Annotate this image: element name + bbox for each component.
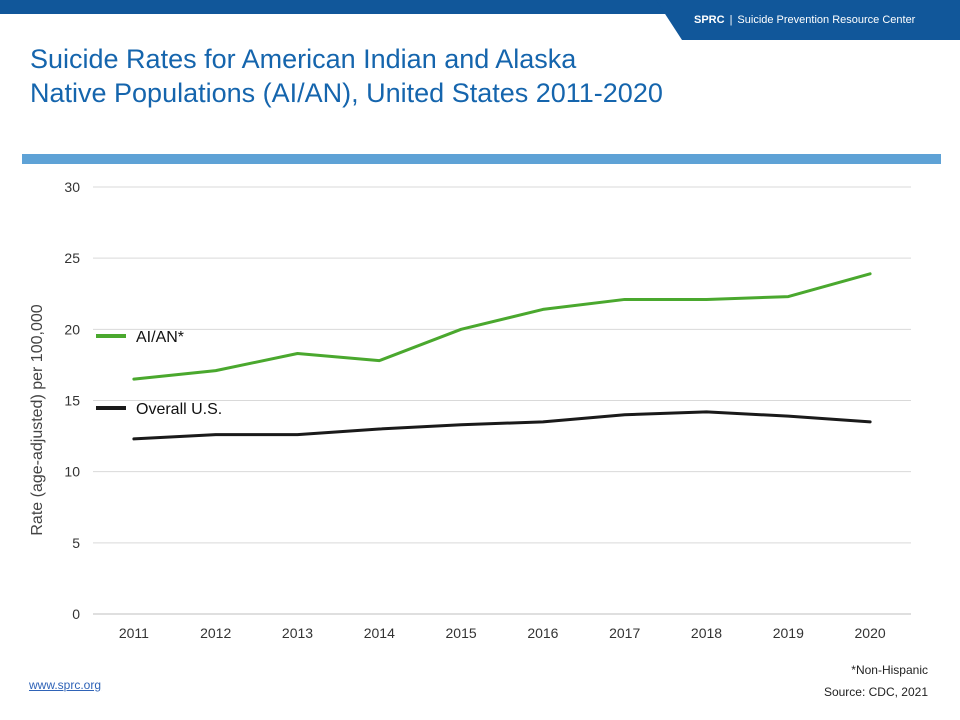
legend-label: Overall U.S.: [136, 401, 222, 418]
legend-label: AI/AN*: [136, 329, 184, 346]
x-tick-label: 2012: [200, 625, 231, 641]
brand-text: SPRC | Suicide Prevention Resource Center: [694, 14, 915, 26]
y-axis-label: Rate (age-adjusted) per 100,000: [29, 304, 46, 535]
x-tick-label: 2017: [609, 625, 640, 641]
brand-separator: |: [729, 14, 733, 26]
y-tick-label: 0: [72, 606, 80, 622]
x-tick-labels: 2011 2012 2013 2014 2015 2016 2017 2018 2019 2020: [119, 625, 886, 641]
gridlines: [93, 186, 911, 615]
y-tick-labels: 0 5 10 15 20 25 30: [64, 179, 80, 622]
x-tick-label: 2011: [119, 625, 149, 641]
y-tick-label: 25: [64, 250, 80, 266]
x-tick-label: 2016: [527, 625, 558, 641]
series-line-overall-us: [132, 410, 872, 441]
x-tick-label: 2019: [773, 625, 804, 641]
brand-abbr: SPRC: [694, 14, 725, 26]
y-tick-label: 5: [72, 535, 80, 551]
series-line-aian: [132, 272, 872, 381]
sprc-website-link[interactable]: www.sprc.org: [29, 678, 102, 692]
y-tick-label: 15: [64, 393, 80, 409]
y-tick-label: 10: [64, 464, 80, 480]
x-tick-label: 2020: [855, 625, 886, 641]
title-line-1: Suicide Rates for American Indian and Al…: [30, 44, 577, 74]
title-divider: [22, 154, 941, 164]
y-tick-label: 30: [64, 179, 80, 195]
brand-banner: SPRC | Suicide Prevention Resource Center: [656, 0, 960, 40]
x-tick-label: 2014: [364, 625, 395, 641]
y-tick-label: 20: [64, 321, 80, 337]
legend: AI/AN* Overall U.S.: [96, 329, 222, 418]
source-note: Source: CDC, 2021: [823, 685, 928, 699]
x-tick-label: 2013: [282, 625, 313, 641]
brand-name: Suicide Prevention Resource Center: [737, 14, 916, 26]
page-title: Suicide Rates for American Indian and Al…: [30, 42, 790, 110]
series-lines: [132, 272, 872, 441]
x-tick-label: 2015: [446, 625, 477, 641]
x-tick-label: 2018: [691, 625, 722, 641]
title-line-2: Native Populations (AI/AN), United State…: [30, 78, 663, 108]
footnote: *Non-Hispanic: [851, 663, 928, 677]
